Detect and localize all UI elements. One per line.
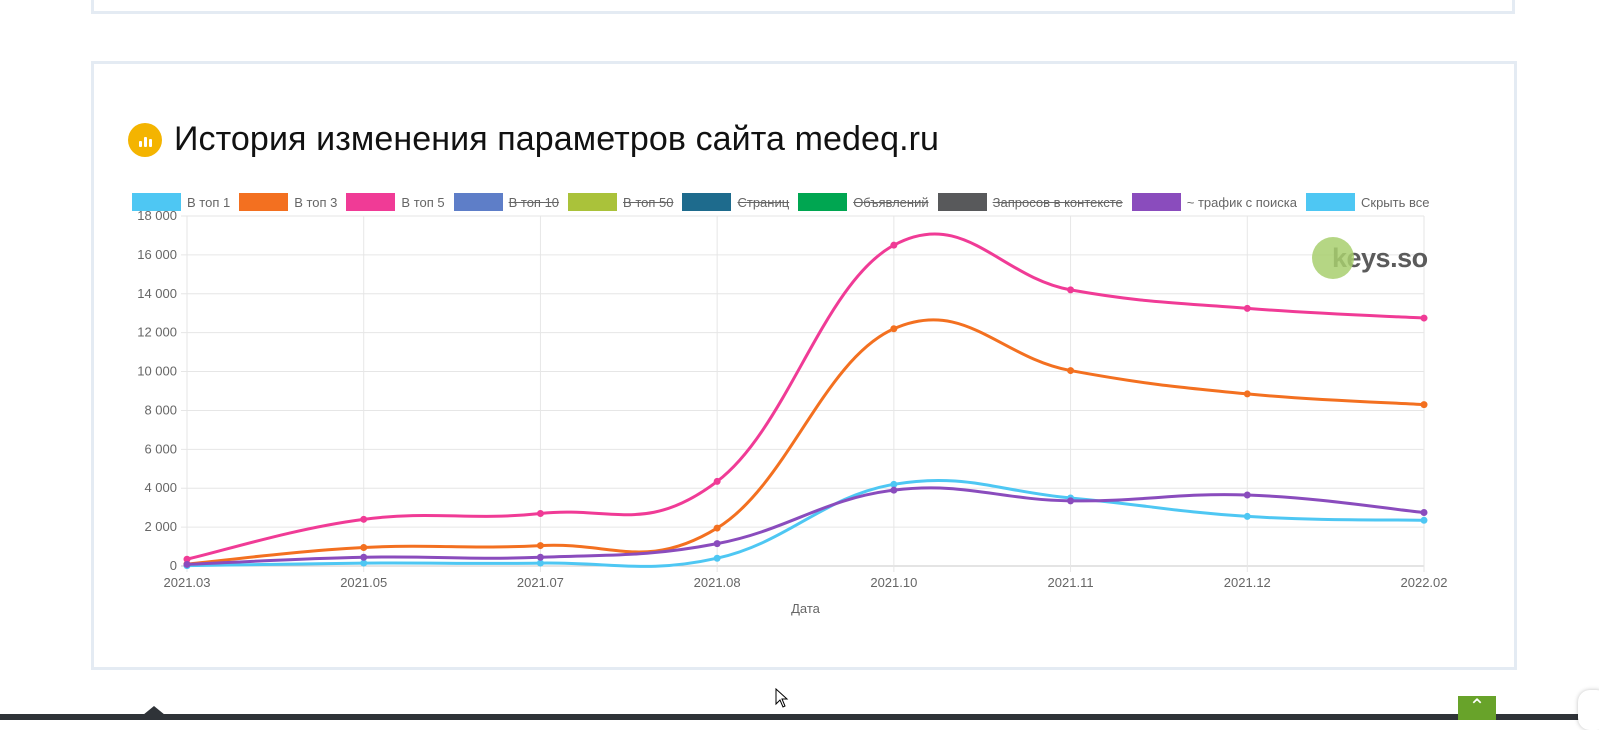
legend-swatch	[346, 193, 396, 211]
y-tick-label: 14 000	[137, 286, 177, 301]
scroll-to-top-button[interactable]: ⌃	[1458, 696, 1496, 720]
legend-label: В топ 50	[623, 194, 674, 210]
legend-item[interactable]: В топ 1	[132, 193, 230, 211]
y-tick-label: 2 000	[144, 519, 177, 534]
legend-label: ~ трафик с поиска	[1186, 194, 1297, 210]
data-point	[1243, 491, 1251, 499]
data-point	[1420, 509, 1428, 517]
data-point	[1420, 401, 1428, 409]
legend-swatch	[798, 193, 848, 211]
x-tick-label: 2021.05	[340, 575, 387, 590]
data-point	[1420, 516, 1428, 524]
data-point	[890, 486, 898, 494]
legend-item[interactable]: Объявлений	[798, 193, 929, 211]
data-point	[536, 559, 544, 567]
data-point	[360, 515, 368, 523]
legend-item[interactable]: В топ 50	[568, 193, 673, 211]
legend-label: В топ 3	[294, 194, 338, 210]
legend-swatch	[937, 193, 987, 211]
legend-swatch	[1131, 193, 1181, 211]
data-point	[713, 554, 721, 562]
data-point	[360, 544, 368, 552]
legend-item[interactable]: ~ трафик с поиска	[1131, 193, 1297, 211]
y-tick-label: 4 000	[144, 480, 177, 495]
data-point	[713, 477, 721, 485]
data-point	[1243, 512, 1251, 520]
legend-swatch	[239, 193, 289, 211]
chart-title: История изменения параметров сайта medeq…	[174, 120, 940, 158]
legend-swatch	[682, 193, 732, 211]
legend-swatch	[453, 193, 503, 211]
data-point	[536, 542, 544, 550]
data-point	[360, 553, 368, 561]
legend-item[interactable]: Запросов в контексте	[937, 193, 1123, 211]
data-point	[890, 325, 898, 333]
bar-chart-icon	[128, 122, 162, 157]
data-point	[1243, 390, 1251, 398]
legend-label: Страниц	[737, 194, 790, 210]
y-tick-label: 16 000	[137, 247, 177, 262]
data-point	[713, 540, 721, 548]
legend-label: В топ 10	[508, 194, 560, 210]
series-line	[186, 478, 1425, 568]
legend-item[interactable]: Скрыть все	[1306, 193, 1429, 211]
data-point	[1067, 497, 1075, 505]
legend-label: Запросов в контексте	[992, 194, 1123, 210]
series-line	[186, 318, 1425, 566]
legend-swatch	[568, 193, 618, 211]
footer-up-triangle[interactable]	[143, 706, 165, 715]
x-axis-label: Дата	[791, 601, 821, 616]
legend-swatch	[1306, 193, 1355, 211]
previous-card-bottom	[91, 0, 1515, 14]
corner-widget[interactable]	[1578, 690, 1599, 730]
x-tick-label: 2021.03	[164, 575, 211, 590]
x-tick-label: 2021.12	[1224, 575, 1271, 590]
brand-logo: keys.so	[1312, 237, 1428, 279]
chevron-up-icon: ⌃	[1468, 696, 1486, 718]
data-point	[183, 560, 191, 568]
data-point	[536, 510, 544, 517]
data-point	[1067, 367, 1075, 375]
chart-card: История изменения параметров сайта medeq…	[91, 61, 1517, 670]
x-tick-label: 2021.07	[517, 575, 564, 590]
legend-label: Объявлений	[853, 194, 929, 210]
y-tick-label: 0	[170, 558, 177, 573]
footer-bar	[0, 714, 1599, 720]
legend-swatch	[132, 193, 181, 211]
x-tick-label: 2021.08	[694, 575, 741, 590]
chart-legend: В топ 1 В топ 3 В топ 5 В топ 10 В топ 50 Стр…	[132, 193, 1429, 211]
series-line	[186, 232, 1425, 561]
data-point	[183, 555, 191, 563]
legend-label: В топ 5	[401, 194, 445, 210]
brand-logo-circle	[1312, 237, 1354, 279]
data-point	[536, 553, 544, 561]
data-point	[713, 524, 721, 532]
data-point	[1067, 286, 1075, 294]
data-point	[1243, 304, 1251, 312]
data-point	[1420, 314, 1428, 322]
y-tick-label: 18 000	[137, 208, 177, 223]
legend-item[interactable]: В топ 10	[453, 193, 560, 211]
x-tick-label: 2022.02	[1401, 575, 1448, 590]
x-tick-label: 2021.11	[1048, 575, 1094, 590]
data-point	[890, 480, 898, 488]
legend-item[interactable]: В топ 3	[239, 193, 337, 211]
data-point	[890, 241, 898, 249]
x-tick-label: 2021.10	[870, 575, 917, 590]
legend-label: Скрыть все	[1361, 194, 1430, 210]
line-chart: 0 2 000 4 000 6 000 8 000 10 000 12 000 14 000 1…	[137, 208, 1448, 616]
legend-item[interactable]: В топ 5	[346, 193, 445, 211]
y-tick-label: 6 000	[144, 441, 177, 456]
series-line	[186, 486, 1425, 566]
chart-header: История изменения параметров сайта medeq…	[128, 120, 939, 159]
y-tick-label: 10 000	[137, 364, 177, 379]
data-point	[360, 559, 368, 567]
legend-item[interactable]: Страниц	[682, 193, 789, 211]
y-tick-label: 8 000	[144, 402, 177, 417]
y-tick-label: 12 000	[137, 325, 177, 340]
legend-label: В топ 1	[187, 194, 231, 210]
mouse-cursor-icon	[775, 688, 789, 708]
